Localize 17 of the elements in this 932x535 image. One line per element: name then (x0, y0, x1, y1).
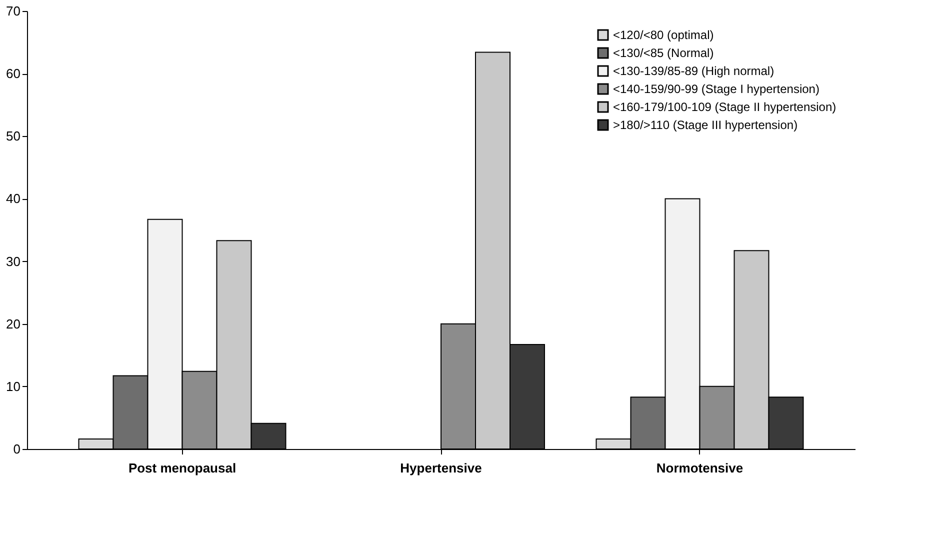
y-tick-label: 30 (6, 254, 20, 269)
legend-label: <140-159/90-99 (Stage I hypertension) (613, 82, 820, 96)
y-tick-label: 20 (6, 316, 20, 332)
legend-label: <160-179/100-109 (Stage II hypertension) (613, 100, 836, 114)
legend-label: <120/<80 (optimal) (613, 28, 714, 42)
x-tick-label: Hypertensive (400, 460, 482, 476)
x-tick-label: Post menopausal (128, 460, 236, 476)
legend-label: <130-139/85-89 (High normal) (613, 64, 774, 78)
x-tick-label: Normotensive (656, 460, 744, 476)
y-tick-label: 50 (6, 128, 20, 144)
legend-label: <130/<85 (Normal) (613, 46, 714, 60)
y-tick-label: 10 (6, 378, 20, 394)
y-tick-label: 40 (6, 191, 20, 206)
y-tick-label: 0 (13, 442, 20, 456)
legend-label: >180/>110 (Stage III hypertension) (613, 118, 798, 132)
y-tick-label: 70 (6, 4, 20, 18)
y-tick-label: 60 (6, 66, 20, 82)
